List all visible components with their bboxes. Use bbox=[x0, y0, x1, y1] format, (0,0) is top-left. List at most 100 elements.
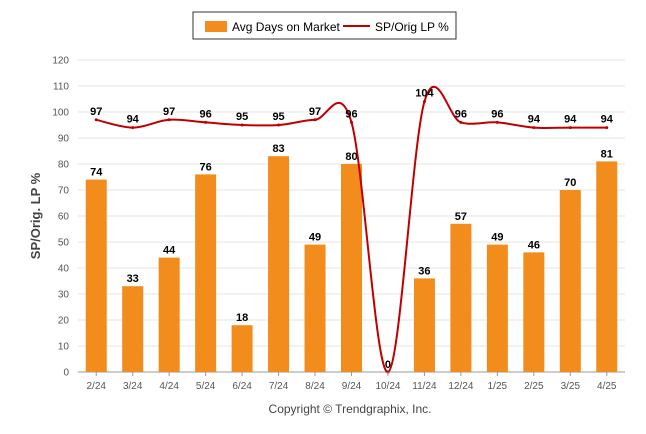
bar-data-label: 74 bbox=[90, 167, 103, 179]
line-point bbox=[94, 118, 98, 122]
legend: Avg Days on Market SP/Orig LP % bbox=[192, 11, 457, 40]
bar bbox=[559, 190, 581, 372]
line-data-label: 94 bbox=[564, 114, 577, 126]
x-tick-label: 3/24 bbox=[123, 381, 143, 392]
bar-data-label: 80 bbox=[345, 151, 357, 163]
bar bbox=[158, 257, 180, 372]
y-tick-label: 20 bbox=[58, 316, 70, 327]
bar bbox=[413, 278, 435, 372]
line-data-label: 96 bbox=[200, 108, 212, 120]
bar bbox=[486, 244, 508, 372]
bar bbox=[122, 286, 144, 372]
bar bbox=[596, 161, 618, 372]
y-tick-label: 100 bbox=[52, 108, 69, 119]
bar-data-label: 33 bbox=[127, 273, 139, 285]
x-tick-label: 4/25 bbox=[597, 381, 617, 392]
line-data-label: 96 bbox=[345, 108, 357, 120]
line-data-label: 94 bbox=[528, 114, 541, 126]
bar-data-label: 57 bbox=[455, 211, 467, 223]
y-tick-label: 70 bbox=[58, 186, 70, 197]
bar-data-label: 49 bbox=[491, 232, 503, 244]
line-point bbox=[495, 120, 499, 124]
bar-data-label: 81 bbox=[601, 148, 613, 160]
bar-data-label: 83 bbox=[272, 143, 284, 155]
data-labels: 74 33 44 76 18 83 49 80 0 36 57 49 46 70 81 97 94 97 96 95 9… bbox=[90, 88, 614, 371]
x-tick-label: 10/24 bbox=[375, 381, 400, 392]
y-tick-label: 30 bbox=[58, 290, 70, 301]
y-tick-label: 110 bbox=[53, 82, 69, 93]
legend-label-sp-orig-lp: SP/Orig LP % bbox=[375, 20, 449, 34]
y-tick-label: 10 bbox=[58, 342, 70, 353]
x-axis-ticks: 2/24 3/24 4/24 5/24 6/24 7/24 8/24 9/24 10/24 11/… bbox=[86, 372, 617, 392]
bars bbox=[85, 156, 618, 372]
copyright-footer: Copyright © Trendgraphix, Inc. bbox=[269, 402, 432, 416]
y-tick-label: 0 bbox=[63, 368, 69, 379]
line-point bbox=[532, 126, 536, 130]
x-tick-label: 2/24 bbox=[86, 381, 106, 392]
line-series bbox=[94, 85, 609, 374]
line-data-label: 95 bbox=[236, 111, 248, 123]
x-tick-label: 1/25 bbox=[488, 381, 508, 392]
line-point bbox=[568, 126, 572, 130]
x-tick-label: 7/24 bbox=[269, 381, 289, 392]
line-point bbox=[605, 126, 609, 130]
bar-data-label: 70 bbox=[564, 177, 576, 189]
y-tick-label: 60 bbox=[58, 212, 70, 223]
legend-box bbox=[192, 11, 457, 40]
line-point bbox=[422, 100, 426, 104]
legend-label-days-on-market: Avg Days on Market bbox=[232, 20, 340, 34]
line-path bbox=[96, 85, 607, 374]
x-tick-label: 11/24 bbox=[412, 381, 437, 392]
bar bbox=[85, 179, 107, 372]
bar bbox=[304, 244, 326, 372]
bar-data-label: 44 bbox=[163, 245, 176, 257]
x-tick-label: 12/24 bbox=[448, 381, 473, 392]
line-point bbox=[131, 126, 135, 130]
bar-data-label: 0 bbox=[385, 359, 391, 371]
x-tick-label: 6/24 bbox=[232, 381, 252, 392]
line-data-label: 94 bbox=[127, 114, 140, 126]
line-data-label: 96 bbox=[491, 108, 503, 120]
x-tick-label: 4/24 bbox=[159, 381, 179, 392]
line-data-label: 97 bbox=[309, 106, 321, 118]
y-tick-label: 40 bbox=[58, 264, 70, 275]
x-tick-label: 9/24 bbox=[342, 381, 362, 392]
line-data-label: 97 bbox=[163, 106, 175, 118]
line-point bbox=[277, 123, 281, 127]
bar-data-label: 36 bbox=[418, 265, 430, 277]
legend-swatch-bar bbox=[205, 21, 227, 32]
bar-data-label: 46 bbox=[528, 239, 540, 251]
x-tick-label: 2/25 bbox=[524, 381, 544, 392]
y-tick-label: 120 bbox=[52, 56, 69, 67]
line-point bbox=[313, 118, 317, 122]
line-data-label: 95 bbox=[272, 111, 284, 123]
line-data-label: 97 bbox=[90, 106, 102, 118]
line-data-label: 104 bbox=[415, 88, 434, 100]
bar bbox=[450, 223, 472, 372]
line-point bbox=[459, 120, 463, 124]
line-point bbox=[240, 123, 244, 127]
x-tick-label: 5/24 bbox=[196, 381, 216, 392]
bar-data-label: 49 bbox=[309, 232, 321, 244]
y-axis-title: SP/Orig. LP % bbox=[28, 172, 43, 259]
x-tick-label: 3/25 bbox=[561, 381, 581, 392]
bar-data-label: 18 bbox=[236, 312, 248, 324]
line-point bbox=[204, 120, 208, 124]
y-axis-ticks: 0 10 20 30 40 50 60 70 80 90 100 110 120 bbox=[52, 56, 69, 379]
y-tick-label: 90 bbox=[58, 134, 70, 145]
bar bbox=[195, 174, 217, 372]
y-tick-label: 50 bbox=[58, 238, 70, 249]
line-point bbox=[350, 120, 353, 124]
bar bbox=[523, 252, 545, 372]
bar-data-label: 76 bbox=[200, 161, 212, 173]
bar bbox=[231, 325, 253, 372]
line-data-label: 96 bbox=[455, 108, 467, 120]
x-tick-label: 8/24 bbox=[305, 381, 325, 392]
line-data-label: 94 bbox=[601, 114, 614, 126]
line-point bbox=[167, 118, 171, 122]
bar bbox=[268, 156, 290, 372]
y-tick-label: 80 bbox=[58, 160, 70, 171]
bar bbox=[341, 164, 362, 372]
